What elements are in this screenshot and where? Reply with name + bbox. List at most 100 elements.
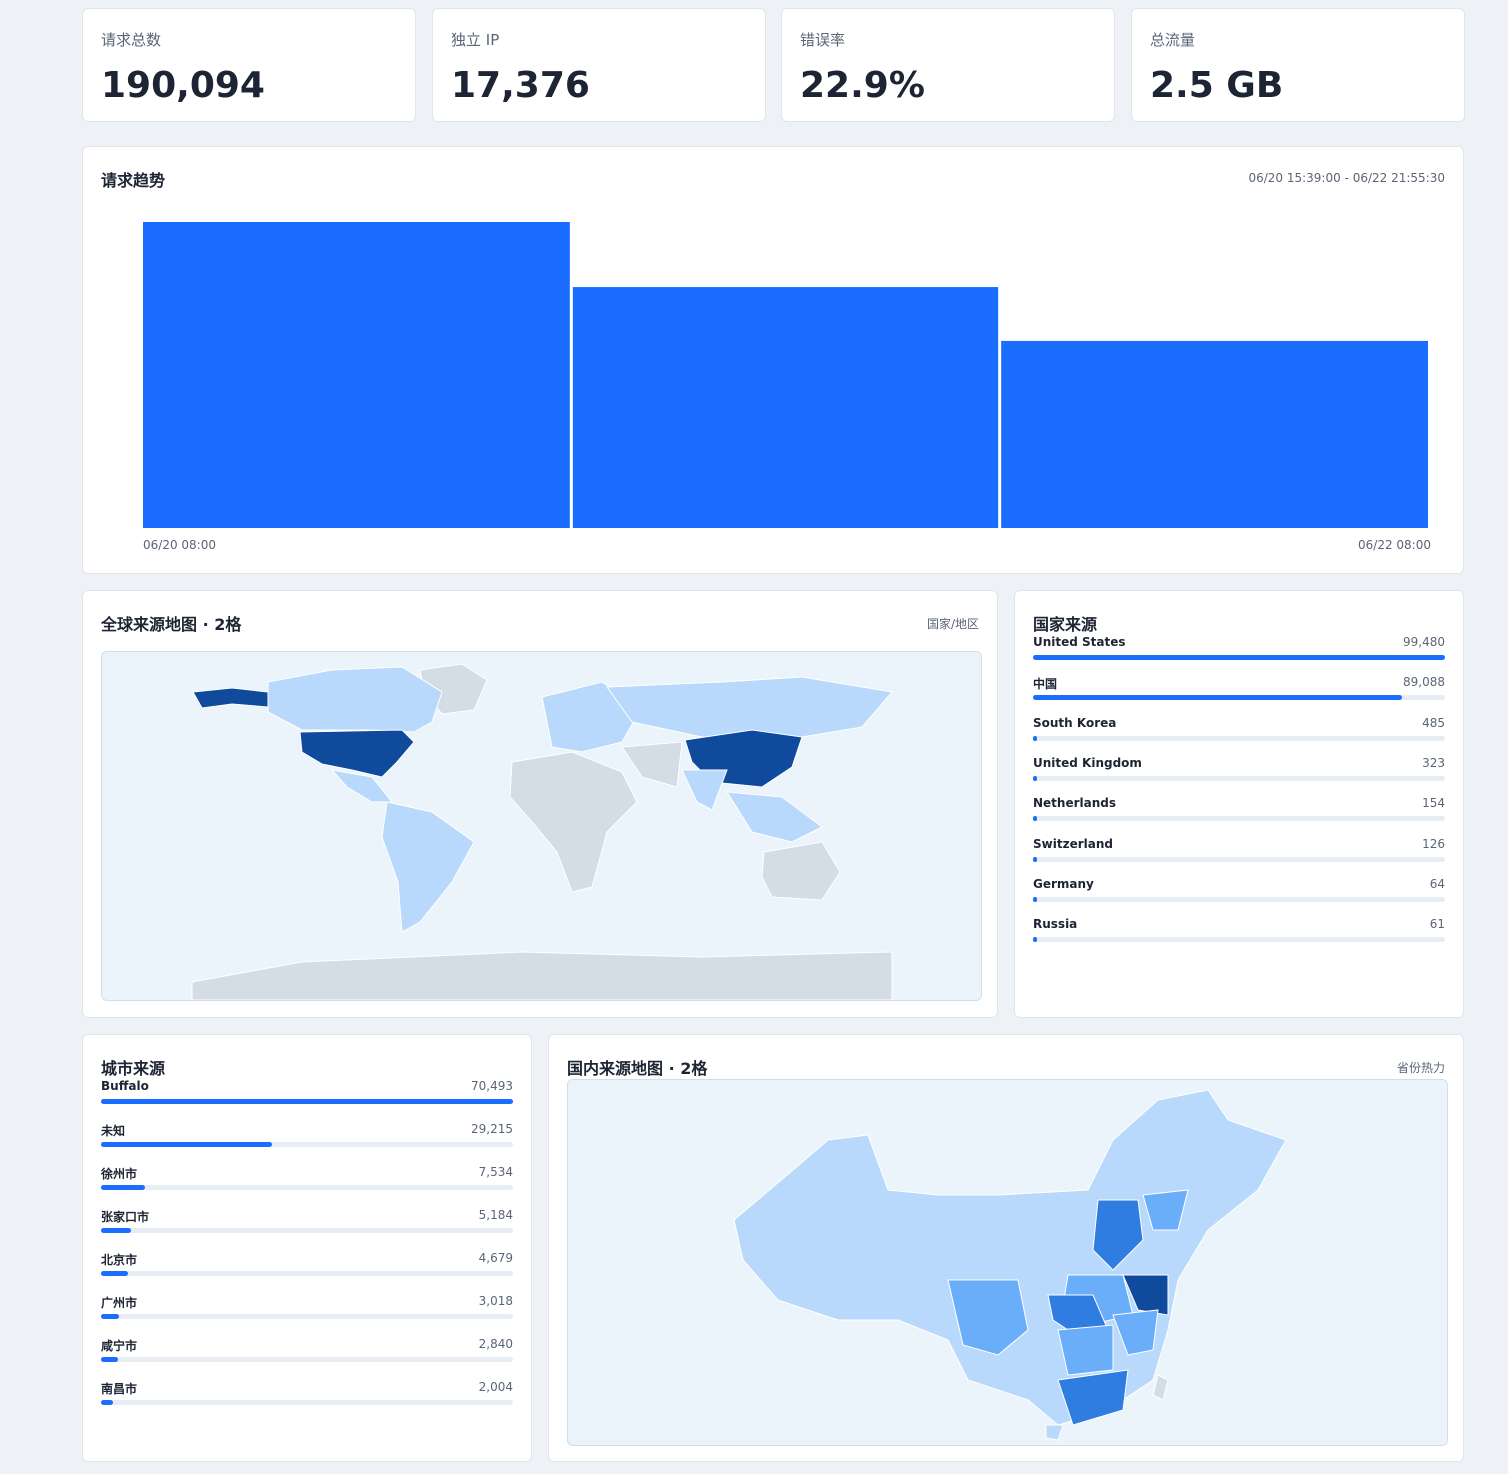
rank-bar — [101, 1357, 118, 1362]
rank-track — [101, 1228, 513, 1233]
rank-row: 徐州市 7,534 — [101, 1165, 513, 1201]
rank-name: Germany — [1033, 876, 1094, 891]
rank-name: 广州市 — [101, 1296, 138, 1310]
stat-card: 错误率 22.9% — [781, 8, 1115, 122]
stat-card: 独立 IP 17,376 — [432, 8, 766, 122]
rank-track — [101, 1142, 513, 1147]
rank-row: Netherlands 154 — [1033, 796, 1445, 832]
world-title: 全球来源地图 · 2格 — [101, 615, 242, 634]
rank-track — [1033, 856, 1445, 862]
china-card: 国内来源地图 · 2格 省份热力 — [548, 1034, 1464, 1462]
rank-row: Russia 61 — [1033, 917, 1445, 953]
rank-bar — [1033, 735, 1038, 741]
city-title: 城市来源 — [101, 1059, 166, 1078]
rank-value: 126 — [1422, 836, 1445, 851]
rank-track — [1033, 937, 1445, 943]
rank-bar — [1033, 937, 1038, 943]
rank-row: Switzerland 126 — [1033, 837, 1445, 873]
rank-name: 咸宁市 — [101, 1339, 138, 1353]
rank-name: 徐州市 — [101, 1167, 138, 1181]
trend-chart: 06/20 08:00 06/22 08:00 — [143, 222, 1431, 552]
stat-label: 总流量 — [1150, 31, 1196, 49]
rank-track — [1033, 775, 1445, 781]
rank-value: 29,215 — [471, 1122, 513, 1136]
stat-label: 请求总数 — [101, 31, 162, 49]
rank-row: United Kingdom 323 — [1033, 756, 1445, 792]
rank-value: 4,679 — [478, 1251, 513, 1265]
rank-value: 89,088 — [1403, 675, 1445, 690]
rank-row: 南昌市 2,004 — [101, 1380, 513, 1416]
rank-row: 咸宁市 2,840 — [101, 1337, 513, 1373]
stat-value: 22.9% — [800, 65, 925, 106]
rank-row: 北京市 4,679 — [101, 1251, 513, 1287]
rank-bar — [1033, 655, 1445, 660]
rank-track — [101, 1357, 513, 1362]
china-map — [567, 1079, 1448, 1446]
rank-value: 64 — [1429, 876, 1445, 891]
world-card: 全球来源地图 · 2格 国家/地区 — [82, 590, 998, 1018]
rank-value: 154 — [1422, 796, 1445, 811]
stat-label: 错误率 — [800, 31, 846, 49]
rank-track — [1033, 816, 1445, 822]
rank-bar — [101, 1142, 272, 1147]
rank-row: Germany 64 — [1033, 877, 1445, 913]
china-map-shapes — [733, 1089, 1287, 1441]
rank-name: United Kingdom — [1033, 755, 1142, 770]
rank-bar — [101, 1228, 132, 1233]
bar — [1001, 340, 1428, 528]
rank-track — [101, 1099, 513, 1104]
rank-track — [1033, 735, 1445, 741]
rank-name: 北京市 — [101, 1253, 138, 1267]
rank-value: 7,534 — [478, 1165, 513, 1179]
rank-bar — [101, 1185, 146, 1190]
rank-name: 中国 — [1033, 677, 1058, 692]
rank-value: 5,184 — [478, 1208, 513, 1222]
rank-value: 2,004 — [478, 1380, 513, 1394]
china-title: 国内来源地图 · 2格 — [567, 1059, 708, 1078]
rank-track — [101, 1314, 513, 1319]
rank-bar — [1033, 896, 1038, 902]
rank-name: 未知 — [101, 1124, 126, 1138]
rank-bar — [101, 1314, 119, 1319]
world-subtitle: 国家/地区 — [926, 617, 979, 631]
china-subtitle: 省份热力 — [1396, 1061, 1445, 1075]
stat-label: 独立 IP — [451, 31, 500, 49]
rank-bar — [1033, 775, 1038, 781]
rank-bar — [101, 1271, 129, 1276]
rank-bar — [1033, 856, 1038, 862]
rank-value: 2,840 — [478, 1337, 513, 1351]
rank-value: 99,480 — [1403, 635, 1445, 649]
bar — [143, 222, 570, 528]
world-map-shapes — [191, 663, 893, 1000]
stat-value: 17,376 — [451, 65, 590, 106]
rank-row: 未知 29,215 — [101, 1122, 513, 1158]
trend-range: 06/20 15:39:00 - 06/22 21:55:30 — [1248, 171, 1445, 185]
rank-name: 南昌市 — [101, 1382, 138, 1396]
rank-track — [1033, 695, 1445, 701]
rank-track — [101, 1271, 513, 1276]
rank-name: South Korea — [1033, 715, 1117, 730]
stat-value: 190,094 — [101, 65, 265, 106]
rank-bar — [1033, 695, 1402, 701]
x-tick-label: 06/22 08:00 — [1358, 538, 1431, 552]
rank-track — [1033, 896, 1445, 902]
rank-value: 323 — [1422, 755, 1445, 770]
stat-card: 总流量 2.5 GB — [1131, 8, 1465, 122]
city-card: 城市来源 Buffalo 70,493 未知 29,215 徐州市 7,534 张家口市 5,… — [82, 1034, 532, 1462]
stat-card: 请求总数 190,094 — [82, 8, 416, 122]
world-map — [101, 651, 982, 1001]
rank-name: Buffalo — [101, 1079, 149, 1093]
country-title: 国家来源 — [1033, 615, 1098, 634]
rank-row: 张家口市 5,184 — [101, 1208, 513, 1244]
rank-row: United States 99,480 — [1033, 635, 1445, 671]
x-tick-label: 06/20 08:00 — [143, 538, 216, 552]
rank-value: 61 — [1429, 917, 1445, 932]
rank-track — [1033, 655, 1445, 660]
rank-row: 广州市 3,018 — [101, 1294, 513, 1330]
stat-value: 2.5 GB — [1150, 65, 1284, 106]
rank-name: United States — [1033, 635, 1126, 649]
trend-title: 请求趋势 — [101, 171, 166, 190]
rank-value: 70,493 — [471, 1079, 513, 1093]
rank-bar — [101, 1099, 513, 1104]
